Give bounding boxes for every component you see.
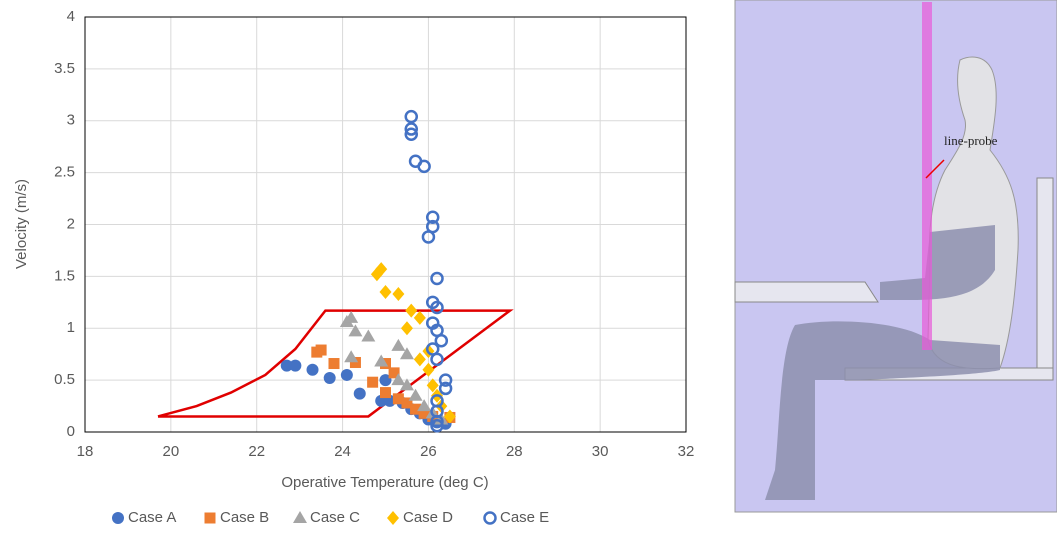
- legs: [765, 321, 1000, 500]
- comfort-zone: [157, 309, 514, 418]
- point: [392, 287, 405, 302]
- point: [404, 122, 419, 136]
- point: [430, 352, 444, 367]
- legend-symbol: [204, 512, 216, 524]
- point: [391, 373, 406, 386]
- rendering: line-probe: [734, 0, 1057, 513]
- point: [434, 333, 449, 348]
- point: [430, 271, 444, 286]
- y-tick-label: 2.5: [54, 164, 75, 181]
- point: [374, 354, 389, 367]
- legend-label: Case E: [500, 509, 549, 526]
- point: [392, 393, 404, 405]
- point: [340, 368, 353, 381]
- legend-label: Case B: [220, 509, 269, 526]
- y-tick-label: 4: [67, 8, 75, 25]
- x-tick-label: 18: [77, 443, 94, 460]
- point: [421, 230, 436, 244]
- point: [344, 310, 359, 323]
- point: [443, 409, 456, 424]
- arm: [880, 225, 995, 300]
- legend-symbol: [112, 512, 124, 524]
- x-tick-label: 32: [678, 443, 695, 460]
- point: [410, 403, 422, 415]
- x-tick-label: 22: [248, 443, 265, 460]
- point: [417, 399, 432, 412]
- point: [328, 358, 340, 370]
- point: [375, 262, 388, 277]
- point: [399, 378, 414, 391]
- x-tick-label: 26: [420, 443, 437, 460]
- point: [344, 350, 359, 363]
- y-tick-label: 0.5: [54, 371, 75, 388]
- y-tick-label: 2: [67, 215, 75, 232]
- point: [399, 347, 414, 360]
- x-tick-label: 24: [334, 443, 351, 460]
- point: [404, 127, 419, 141]
- point: [348, 324, 363, 337]
- point: [430, 414, 444, 429]
- point: [438, 381, 453, 396]
- point: [391, 338, 406, 351]
- point: [380, 387, 391, 399]
- y-tick-label: 1: [67, 319, 75, 336]
- y-axis-label: Velocity (m/s): [13, 179, 30, 269]
- point: [405, 303, 418, 318]
- legend-symbol: [387, 511, 399, 525]
- y-tick-label: 3: [67, 112, 75, 129]
- point: [306, 363, 319, 376]
- probe-pointer: [925, 159, 945, 179]
- legend-label: Case A: [128, 509, 176, 526]
- point: [413, 352, 426, 367]
- legend-symbol: [483, 511, 497, 525]
- point: [438, 373, 453, 387]
- desk: [734, 281, 879, 303]
- x-tick-label: 20: [163, 443, 180, 460]
- point: [417, 159, 431, 174]
- legend-label: Case C: [310, 509, 360, 526]
- legend-symbol: [293, 511, 307, 523]
- point: [430, 419, 444, 433]
- point: [379, 284, 392, 299]
- point: [404, 109, 419, 124]
- y-tick-label: 1.5: [54, 267, 75, 284]
- point: [323, 372, 336, 385]
- plot-frame: [84, 16, 687, 433]
- point: [400, 321, 413, 336]
- x-tick-label: 28: [506, 443, 523, 460]
- point: [388, 367, 400, 379]
- point: [280, 359, 293, 372]
- legend-label: Case D: [403, 509, 453, 526]
- y-tick-label: 0: [67, 423, 75, 440]
- point: [430, 300, 444, 315]
- point: [425, 210, 440, 224]
- point: [315, 344, 327, 356]
- point: [349, 356, 361, 368]
- chair-back: [1036, 177, 1054, 369]
- y-tick-label: 3.5: [54, 60, 75, 77]
- x-tick-label: 30: [592, 443, 609, 460]
- x-axis-label: Operative Temperature (deg C): [281, 474, 488, 491]
- point: [418, 407, 430, 419]
- point: [289, 359, 302, 372]
- point: [353, 387, 366, 400]
- point: [379, 374, 392, 387]
- point: [367, 376, 379, 388]
- point: [422, 362, 435, 377]
- point: [413, 310, 426, 325]
- point: [408, 388, 423, 401]
- point: [426, 378, 439, 393]
- point: [401, 397, 413, 409]
- probe-label: line-probe: [944, 133, 998, 148]
- point: [361, 329, 376, 342]
